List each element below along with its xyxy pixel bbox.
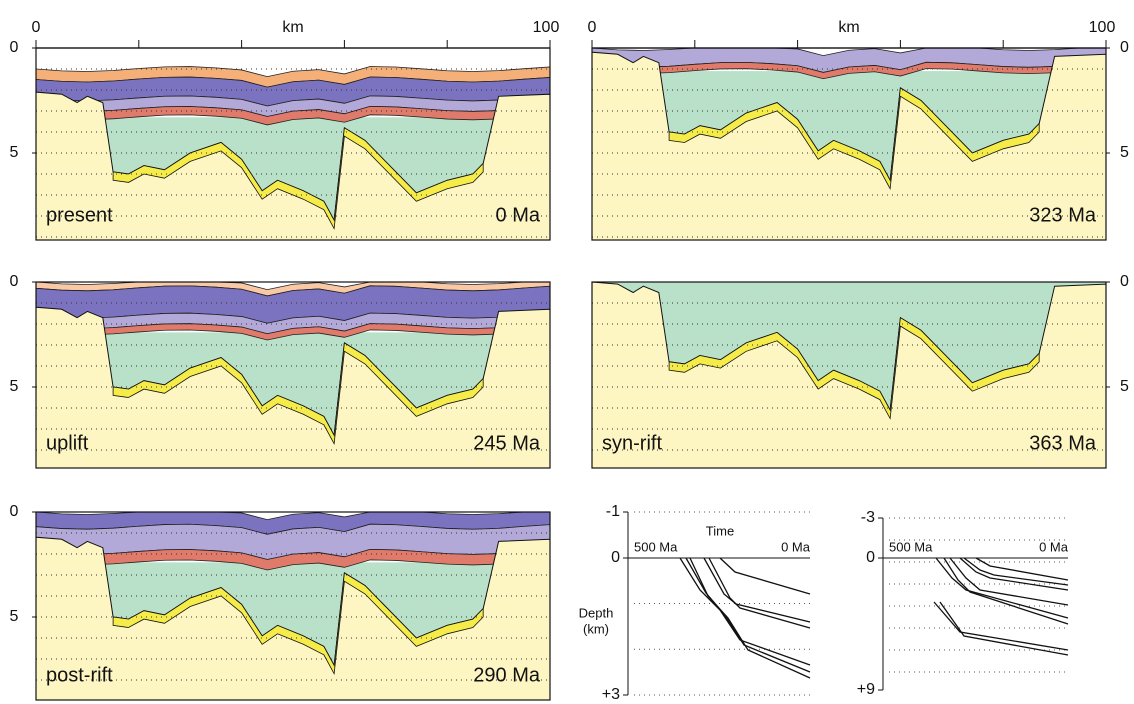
y-tick-label: 5: [1120, 144, 1129, 161]
y-tick-label: 0: [611, 549, 620, 566]
y-tick-label: 0: [1120, 273, 1129, 290]
y-tick-label: 0: [866, 549, 875, 566]
panel-age: 290 Ma: [473, 664, 541, 686]
time-end: 0 Ma: [781, 539, 811, 554]
x-axis-start: 0: [588, 19, 597, 36]
panel-label: present: [46, 204, 113, 226]
panel-label: post-rift: [46, 664, 113, 686]
panel-age: 323 Ma: [1029, 204, 1097, 226]
y-tick-label: 0: [10, 273, 19, 290]
x-axis-title: km: [838, 19, 859, 36]
panel-age: 0 Ma: [496, 204, 541, 226]
time-start: 500 Ma: [634, 539, 678, 554]
burial-curve: [960, 558, 1068, 590]
y-tick-label: +3: [602, 686, 620, 703]
y-tick-label: 5: [1120, 378, 1129, 395]
panel-age: 245 Ma: [473, 432, 541, 454]
x-axis-end: 100: [1089, 19, 1116, 36]
burial-curve: [936, 558, 1068, 618]
depth-title: Depth: [579, 605, 614, 620]
y-tick-label: 0: [1120, 39, 1129, 56]
x-axis-start: 0: [32, 19, 41, 36]
depth-title: (km): [583, 621, 609, 636]
x-axis-end: 100: [533, 19, 560, 36]
panel-age: 363 Ma: [1029, 432, 1097, 454]
panel-label: syn-rift: [602, 432, 662, 454]
y-tick-label: 0: [10, 503, 19, 520]
y-tick-label: 5: [10, 608, 19, 625]
time-title: Time: [706, 523, 734, 538]
figure: 0 5 0 km 100 present 0 Ma 0 5 0 km 100 323 Ma 0 5 uplif…: [0, 0, 1134, 704]
y-tick-label: 5: [10, 378, 19, 395]
y-tick-label: -3: [861, 509, 875, 526]
time-start: 500 Ma: [889, 539, 933, 554]
y-tick-label: 5: [10, 144, 19, 161]
y-tick-label: -1: [606, 503, 620, 520]
x-axis-title: km: [282, 19, 303, 36]
burial-curve: [944, 558, 1068, 624]
y-tick-label: +9: [857, 681, 875, 698]
panel-label: uplift: [46, 432, 89, 454]
y-tick-label: 0: [10, 39, 19, 56]
time-end: 0 Ma: [1039, 539, 1069, 554]
burial-curve: [686, 558, 810, 672]
burial-curve: [720, 558, 810, 594]
burial-curve: [976, 558, 1068, 580]
